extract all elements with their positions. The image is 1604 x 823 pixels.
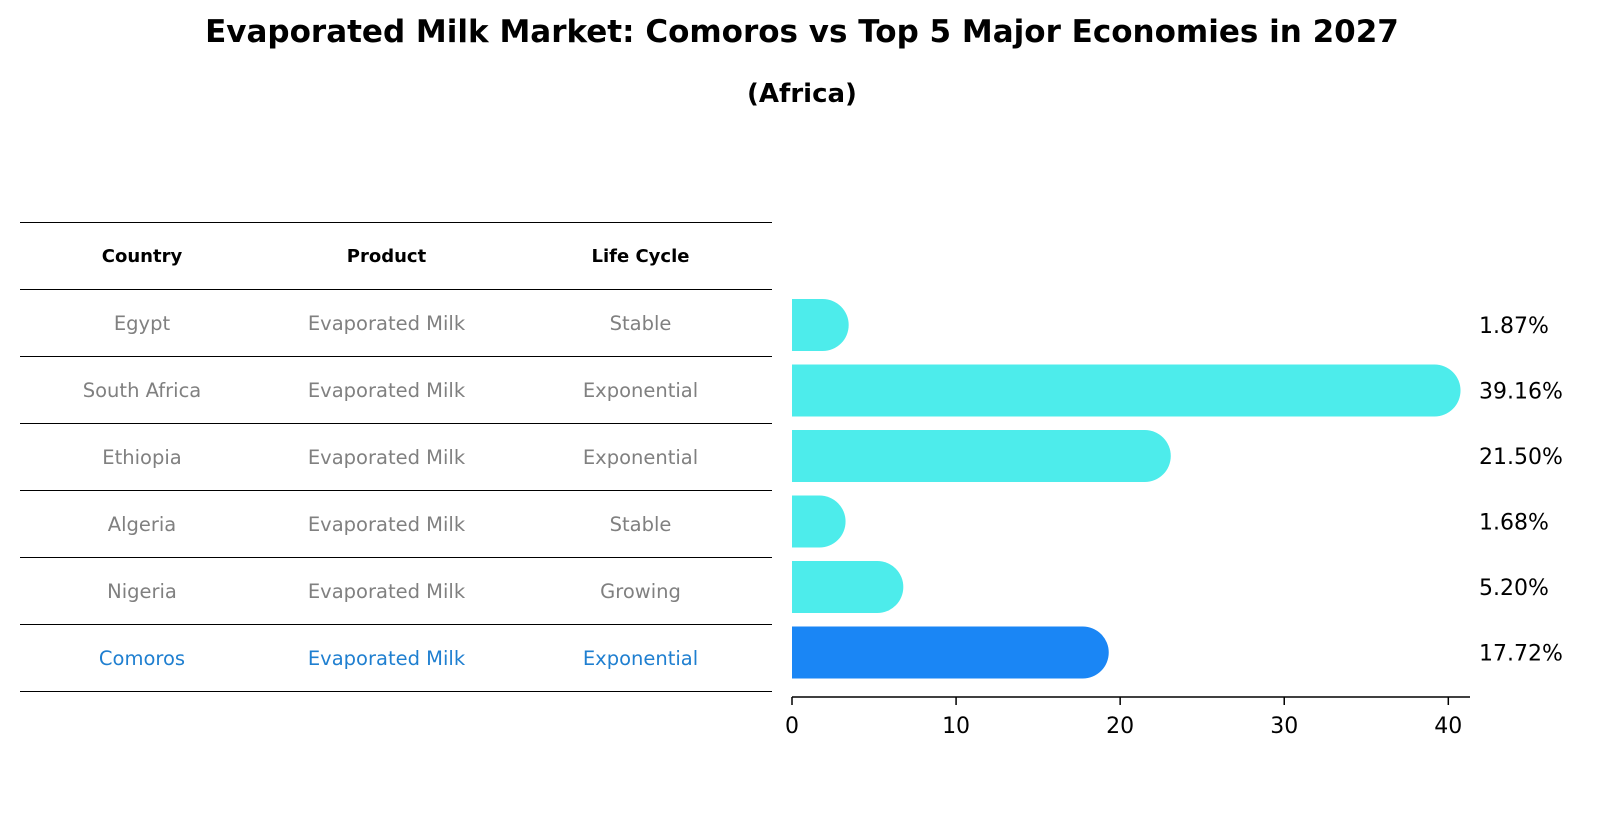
- value-label: 39.16%: [1479, 380, 1563, 405]
- cell-product: Evaporated Milk: [264, 423, 509, 491]
- table-row: Ethiopia Evaporated Milk Exponential: [20, 423, 772, 491]
- header-life-cycle: Life Cycle: [509, 222, 772, 290]
- table-row-highlighted: Comoros Evaporated Milk Exponential: [20, 624, 772, 692]
- bar-egypt: [792, 299, 849, 351]
- header-product: Product: [264, 222, 509, 290]
- table-row: South Africa Evaporated Milk Exponential: [20, 356, 772, 424]
- cell-country: Nigeria: [20, 557, 264, 625]
- header-country: Country: [20, 222, 264, 290]
- value-label: 1.68%: [1479, 511, 1549, 536]
- cell-country: Egypt: [20, 289, 264, 357]
- bar-algeria: [792, 495, 846, 548]
- cell-life-cycle: Exponential: [509, 356, 772, 424]
- value-label: 1.87%: [1479, 314, 1549, 339]
- cell-country: Ethiopia: [20, 423, 264, 491]
- cell-product: Evaporated Milk: [264, 557, 509, 625]
- x-tick-label: 30: [1270, 714, 1298, 739]
- table-header-row: Country Product Life Cycle: [20, 222, 772, 290]
- table-row: Algeria Evaporated Milk Stable: [20, 490, 772, 558]
- cell-life-cycle: Stable: [509, 289, 772, 357]
- x-tick-label: 40: [1434, 714, 1462, 739]
- bar-nigeria: [792, 561, 904, 613]
- cell-country: Algeria: [20, 490, 264, 558]
- cell-life-cycle: Exponential: [509, 624, 772, 692]
- x-tick-label: 20: [1106, 714, 1134, 739]
- cell-product: Evaporated Milk: [264, 356, 509, 424]
- cell-product: Evaporated Milk: [264, 624, 509, 692]
- chart-subtitle: (Africa): [747, 79, 857, 109]
- country-table: Country Product Life Cycle Egypt Evapora…: [20, 222, 772, 692]
- chart-title: Evaporated Milk Market: Comoros vs Top 5…: [205, 14, 1399, 50]
- value-label: 5.20%: [1479, 576, 1549, 601]
- cell-country: South Africa: [20, 356, 264, 424]
- bar-south-africa: [792, 364, 1461, 417]
- cell-life-cycle: Exponential: [509, 423, 772, 491]
- table-row: Nigeria Evaporated Milk Growing: [20, 557, 772, 625]
- cell-country: Comoros: [20, 624, 264, 692]
- cell-life-cycle: Growing: [509, 557, 772, 625]
- table-row: Egypt Evaporated Milk Stable: [20, 289, 772, 357]
- bar-comoros: [792, 626, 1109, 679]
- cell-product: Evaporated Milk: [264, 289, 509, 357]
- value-label: 21.50%: [1479, 445, 1563, 470]
- x-tick-label: 0: [785, 714, 799, 739]
- bar-ethiopia: [792, 430, 1171, 482]
- value-label: 17.72%: [1479, 642, 1563, 667]
- cell-product: Evaporated Milk: [264, 490, 509, 558]
- cell-life-cycle: Stable: [509, 490, 772, 558]
- x-tick-label: 10: [942, 714, 970, 739]
